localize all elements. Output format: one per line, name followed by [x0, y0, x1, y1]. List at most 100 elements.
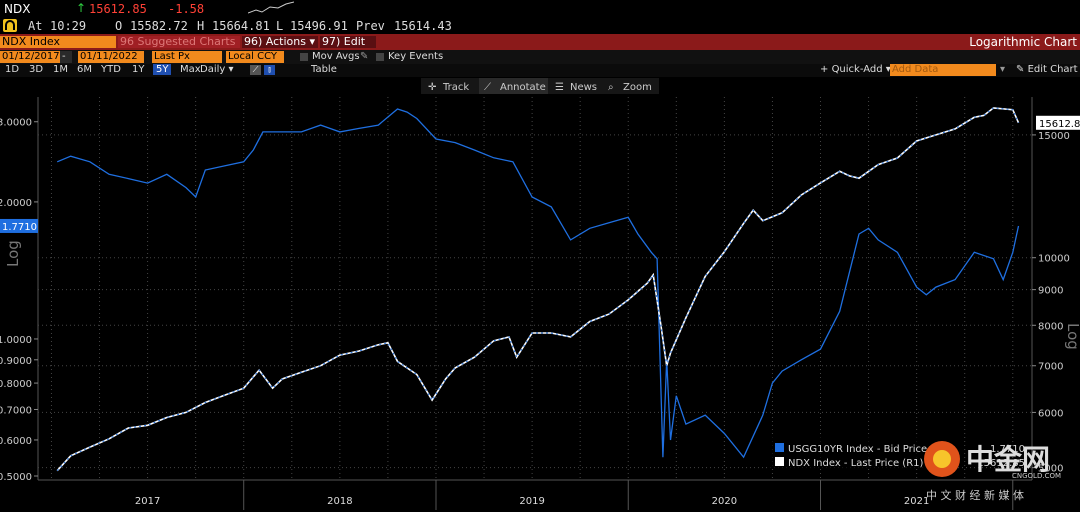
news-icon[interactable]: ☰ [555, 82, 564, 93]
news-button[interactable]: News [570, 82, 597, 93]
x-tick-label: 2018 [327, 496, 352, 507]
chevron-down-icon: ▾ [309, 35, 315, 48]
right-tick-label: 7000 [1038, 362, 1063, 373]
actions-label: 96) Actions [244, 35, 306, 48]
right-axis: 15000 10000 9000 8000 7000 6000 5000 15612.8 [1032, 115, 1080, 475]
period-ytd[interactable]: YTD [101, 64, 121, 75]
period-6m[interactable]: 6M [77, 64, 92, 75]
edit-chart-label: Edit Chart [1027, 64, 1078, 75]
high-label: H [197, 19, 205, 33]
left-last-value-box [0, 218, 38, 233]
left-tick-label: 0.6000 [0, 436, 32, 447]
left-axis: 3.0000 2.0000 1.0000 0.9000 0.8000 0.7000 0.60… [0, 118, 38, 483]
legend-swatch [775, 443, 784, 452]
series-line-usgg10yr [56, 108, 1020, 459]
right-tick-label: 8000 [1038, 321, 1063, 332]
left-tick-label: 1.0000 [0, 335, 32, 346]
pencil-icon: ✎ [1016, 64, 1028, 75]
bar-chart-icon[interactable]: ⫾ [264, 65, 275, 75]
sparkline-icon [248, 1, 294, 14]
currency-select[interactable]: Local CCY [226, 51, 284, 63]
right-tick-label: 6000 [1038, 408, 1063, 419]
legend-series-name: NDX Index - Last Price (R1) [788, 458, 923, 469]
suggested-charts-button[interactable]: 96 Suggested Charts [118, 36, 240, 48]
crosshair-icon[interactable]: ✛ [428, 82, 437, 93]
period-3d[interactable]: 3D [29, 64, 44, 75]
frequency-label: Daily [200, 64, 226, 75]
security-field[interactable]: NDX Index [0, 36, 116, 48]
ticker: NDX [4, 2, 31, 16]
last-price: 15612.85 [89, 2, 147, 16]
left-tick-label: 0.7000 [0, 405, 32, 416]
right-tick-label: 5000 [1038, 464, 1063, 475]
edit-menu[interactable]: 97) Edit ▾ [320, 35, 376, 60]
edit-chart-button[interactable]: ✎ Edit Chart [1016, 64, 1078, 75]
period-toolbar: 1D 3D 1M 6M YTD 1Y 5Y Max Daily ▾ ⟋ ⫾ Table + Q… [0, 64, 1080, 77]
edit-label: 97) Edit [322, 35, 366, 48]
open-value: 15582.72 [130, 19, 188, 33]
annotate-button[interactable]: Annotate [500, 82, 546, 93]
zoom-button[interactable]: Zoom [623, 82, 652, 93]
right-tick-label: 9000 [1038, 286, 1063, 297]
chevron-down-icon: ▾ [885, 64, 891, 75]
high-value: 15664.81 [212, 19, 270, 33]
command-toolbar: NDX Index 96 Suggested Charts 96) Action… [0, 34, 1080, 60]
x-tick-label: 2020 [712, 496, 737, 507]
legend-swatch [775, 457, 784, 466]
frequency-select[interactable]: Daily ▾ [200, 64, 234, 75]
key-events-checkbox[interactable] [376, 53, 384, 61]
actions-menu[interactable]: 96) Actions ▾ [242, 36, 318, 48]
period-max[interactable]: Max [180, 64, 201, 75]
cngold-watermark: 中金网 CNGOLD.COM 中 文 财 经 新 媒 体 [924, 441, 1061, 502]
legend-series-value: 1.7710 [990, 444, 1025, 455]
start-date-field[interactable]: 01/12/2017 [0, 51, 60, 63]
x-axis: 2017 2018 2019 2020 2021 [135, 480, 1014, 510]
period-1d[interactable]: 1D [5, 64, 20, 75]
at-label: At [28, 19, 43, 33]
right-last-value: 15612.8 [1039, 119, 1080, 130]
date-separator-icon: - [60, 51, 72, 63]
open-label: O [115, 19, 123, 33]
left-tick-label: 0.5000 [0, 472, 32, 483]
left-last-value: 1.7710 [2, 222, 37, 233]
zoom-icon[interactable]: ⌕ [608, 82, 614, 93]
chevron-down-icon[interactable]: ▾ [1000, 64, 1006, 75]
track-button[interactable]: Track [442, 82, 469, 93]
quick-add-button[interactable]: + Quick-Add ▾ [820, 64, 891, 75]
period-1m[interactable]: 1M [53, 64, 68, 75]
series-line-ndx-shade [56, 107, 1019, 472]
pencil-icon[interactable]: ✎ [360, 51, 369, 62]
right-axis-title: Log [1064, 323, 1080, 350]
key-events-label: Key Events [388, 51, 444, 62]
field-select[interactable]: Last Px [152, 51, 222, 63]
price-change: -1.58 [168, 2, 205, 16]
series-layer [56, 107, 1020, 472]
left-tick-label: 3.0000 [0, 118, 32, 129]
watermark-domain: CNGOLD.COM [1012, 472, 1061, 480]
bloomberg-logo-icon [3, 19, 17, 32]
watermark-brand: 中金网 [966, 443, 1050, 476]
period-1y[interactable]: 1Y [132, 64, 145, 75]
left-tick-label: 0.8000 [0, 379, 32, 390]
plus-icon: + [820, 64, 832, 75]
low-value: 15496.91 [290, 19, 348, 33]
quote-bar: NDX ↑ 15612.85 -1.58 [0, 0, 1080, 18]
line-chart-icon[interactable]: ⟋ [250, 65, 261, 75]
range-toolbar: 01/12/2017 - 01/11/2022 Last Px Local CC… [0, 50, 1080, 64]
period-5y[interactable]: 5Y [153, 64, 172, 75]
end-date-field[interactable]: 01/11/2022 [78, 51, 144, 63]
price-chart[interactable]: ✛ Track ⟋ Annotate ☰ News ⌕ Zoom 3.0000 2… [0, 77, 1080, 512]
quote-time: 10:29 [50, 19, 87, 33]
mov-avgs-checkbox[interactable] [300, 53, 308, 61]
table-button[interactable]: Table [311, 64, 337, 75]
chart-tools: ✛ Track ⟋ Annotate ☰ News ⌕ Zoom [421, 78, 659, 94]
prev-label: Prev [356, 19, 385, 33]
x-tick-label: 2017 [135, 496, 160, 507]
add-data-input[interactable]: Add Data [890, 64, 996, 76]
right-tick-label: 15000 [1038, 131, 1070, 142]
x-tick-label: 2021 [904, 496, 929, 507]
right-last-value-box [1036, 115, 1080, 130]
low-label: L [276, 19, 284, 33]
annotate-icon[interactable]: ⟋ [484, 82, 491, 93]
chart-legend: USGG10YR Index - Bid Price (L1) 1.7710 NDX… [770, 437, 1025, 469]
